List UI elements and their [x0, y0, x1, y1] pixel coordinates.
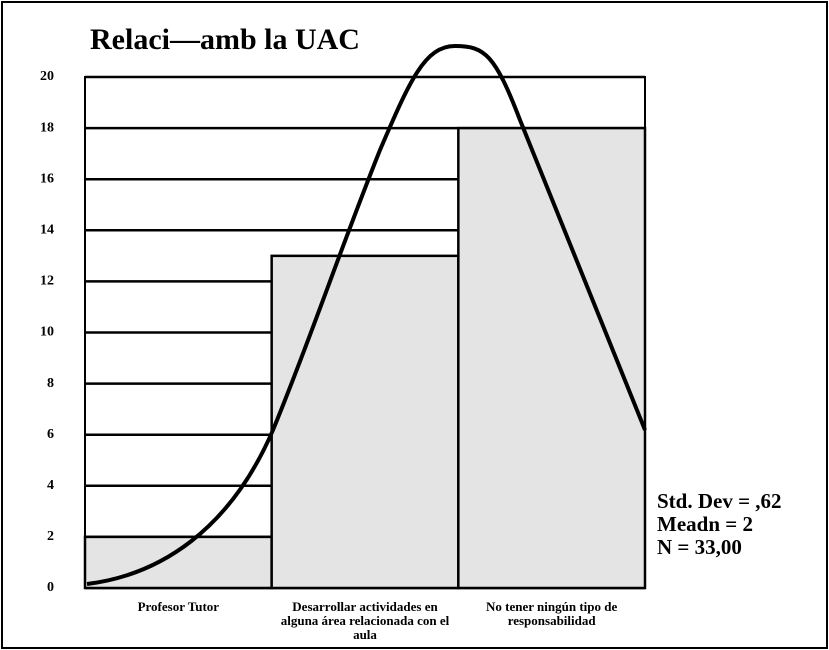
y-tick-label: 12: [40, 274, 54, 289]
x-tick-label: Desarrollar actividades en alguna área r…: [280, 599, 450, 642]
bar: [270, 254, 460, 590]
y-tick-label: 2: [47, 529, 54, 544]
y-tick-label: 10: [40, 325, 54, 340]
y-tick-label: 8: [47, 376, 54, 391]
x-tick-label: No tener ningún tipo de responsabilidad: [486, 599, 618, 628]
stat-annotation: Std. Dev = ,62: [657, 489, 782, 513]
stat-annotation: Meadn = 2: [657, 512, 753, 536]
chart-title: Relaci—amb la UAC: [90, 23, 360, 56]
y-tick-label: 0: [47, 580, 54, 595]
y-tick-label: 18: [40, 120, 54, 135]
y-tick-label: 6: [47, 427, 54, 442]
stat-annotation: N = 33,00: [657, 535, 742, 559]
y-tick-label: 20: [40, 69, 54, 84]
y-tick-label: 4: [47, 478, 54, 493]
y-tick-label: 16: [40, 171, 54, 186]
normal-curve: [86, 43, 647, 586]
y-tick-label: 14: [40, 223, 54, 238]
plot-frame: [84, 76, 646, 589]
x-tick-label: Profesor Tutor: [137, 599, 220, 614]
